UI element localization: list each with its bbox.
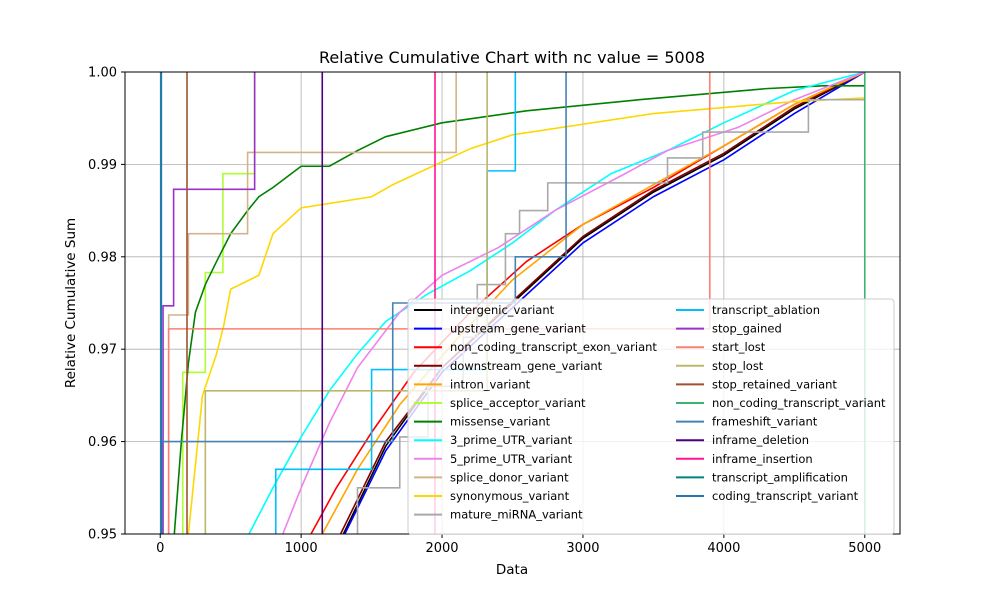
y-tick-label: 0.97 [88, 343, 117, 358]
series-line-synonymous_variant [187, 97, 865, 534]
legend-label: non_coding_transcript_variant [712, 396, 886, 410]
legend-label: upstream_gene_variant [450, 322, 586, 336]
series-line-downstream_gene_variant [339, 72, 866, 534]
y-axis-label: Relative Cumulative Sum [63, 218, 79, 388]
series-line-5_prime_UTR_variant [282, 72, 866, 534]
series-line-intergenic_variant [342, 72, 866, 534]
series-line-stop_lost [204, 72, 488, 534]
legend-label: splice_donor_variant [450, 470, 569, 484]
x-tick-label: 0 [156, 541, 164, 556]
legend-label: downstream_gene_variant [450, 359, 603, 373]
legend-label: missense_variant [450, 415, 551, 429]
legend-label: frameshift_variant [712, 415, 818, 429]
x-axis-label: Data [496, 562, 528, 578]
series-line-missense_variant [173, 85, 865, 534]
series-line-splice_donor_variant [167, 72, 457, 534]
legend-label: start_lost [712, 340, 766, 354]
legend-label: intron_variant [450, 377, 531, 391]
y-tick-label: 0.98 [88, 250, 117, 265]
legend: intergenic_variant upstream_gene_variantn… [407, 298, 895, 535]
legend-label: stop_lost [712, 359, 764, 373]
chart-title: Relative Cumulative Chart with nc value … [319, 48, 705, 67]
series-line-intron_variant [321, 72, 866, 534]
legend-label: coding_transcript_variant [712, 489, 859, 503]
y-tick-label: 1.00 [88, 66, 117, 81]
legend-label: 3_prime_UTR_variant [450, 433, 573, 447]
legend-label: non_coding_transcript_exon_variant [450, 340, 657, 354]
x-tick-label: 2000 [425, 541, 458, 556]
legend-label: inframe_deletion [712, 433, 809, 447]
series-line-stop_gained [162, 72, 256, 534]
series-line-upstream_gene_variant [344, 72, 866, 534]
legend-label: stop_gained [712, 322, 782, 336]
x-tick-label: 1000 [285, 541, 318, 556]
legend-label: splice_acceptor_variant [450, 396, 586, 410]
legend-box [407, 298, 895, 535]
y-tick-label: 0.96 [88, 435, 117, 450]
legend-label: inframe_insertion [712, 452, 813, 466]
legend-label: intergenic_variant [450, 303, 555, 317]
x-tick-label: 4000 [707, 541, 740, 556]
legend-label: transcript_amplification [712, 470, 848, 484]
legend-label: stop_retained_variant [712, 377, 837, 391]
x-tick-label: 3000 [566, 541, 599, 556]
legend-label: synonymous_variant [450, 489, 570, 503]
legend-label: transcript_ablation [712, 303, 820, 317]
y-tick-label: 0.95 [88, 528, 117, 543]
legend-label: mature_miRNA_variant [450, 508, 583, 522]
x-tick-label: 5000 [848, 541, 881, 556]
legend-label: 5_prime_UTR_variant [450, 452, 573, 466]
y-tick-label: 0.99 [88, 158, 117, 173]
ticks: 0 1000 2000 3000 4000 5000 0.95 0.96 0.97 0.98 0.9… [88, 66, 881, 557]
